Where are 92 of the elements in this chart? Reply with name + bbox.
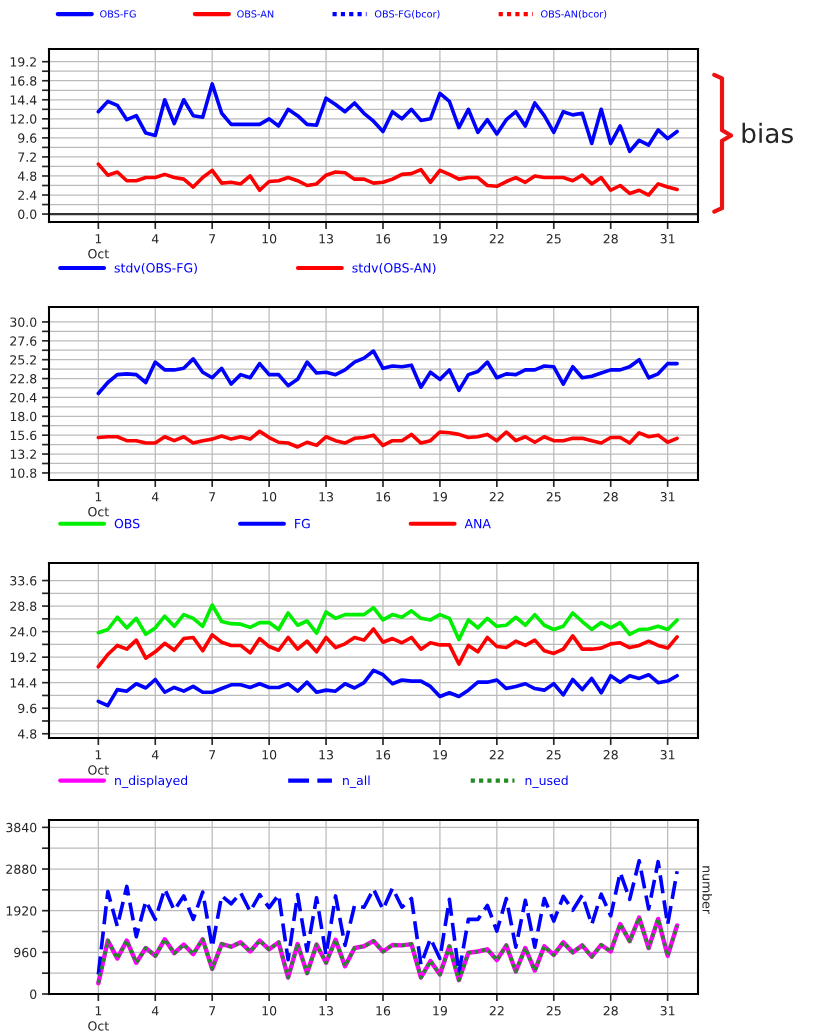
text: bias bbox=[742, 122, 793, 144]
x-axis-title: Oct bbox=[88, 765, 109, 775]
x-tick-label: 16 bbox=[376, 1006, 391, 1016]
x-axis-title: Oct bbox=[88, 1021, 109, 1031]
x-tick-label: 10 bbox=[262, 1006, 277, 1016]
x-axis-title: Oct bbox=[88, 507, 109, 517]
x-tick-label: 4 bbox=[151, 492, 159, 502]
x-tick-label: 1 bbox=[95, 492, 102, 502]
x-tick-label: 1 bbox=[95, 750, 102, 760]
legend-label: OBS bbox=[114, 518, 140, 529]
legend-label: OBS-AN bbox=[237, 10, 274, 18]
y-tick-label: 14.4 bbox=[10, 95, 37, 105]
x-tick-label: 7 bbox=[209, 1006, 216, 1016]
x-tick-label: 31 bbox=[660, 492, 675, 502]
y-tick-label: 20.4 bbox=[10, 392, 37, 403]
x-tick-label: 28 bbox=[603, 750, 618, 760]
y-tick-label: 0 bbox=[30, 989, 37, 999]
x-tick-label: 19 bbox=[433, 492, 447, 502]
y-tick-label: 33.6 bbox=[10, 576, 37, 586]
y-tick-label: 12.0 bbox=[10, 114, 37, 124]
x-tick-label: 19 bbox=[433, 1006, 447, 1016]
y-tick-label: 2880 bbox=[6, 864, 37, 874]
x-axis-title: Oct bbox=[88, 249, 109, 259]
x-tick-label: 10 bbox=[262, 750, 277, 760]
x-tick-label: 28 bbox=[603, 492, 618, 502]
legend-label: OBS-FG bbox=[100, 10, 136, 18]
x-tick-label: 28 bbox=[603, 234, 618, 244]
y-tick-label: 28.8 bbox=[10, 601, 37, 612]
x-tick-label: 31 bbox=[660, 1006, 675, 1016]
y-tick-label: 0.0 bbox=[18, 209, 37, 219]
x-tick-label: 22 bbox=[489, 492, 504, 502]
x-tick-label: 1 bbox=[95, 1006, 102, 1016]
x-tick-label: 13 bbox=[319, 492, 334, 502]
x-tick-label: 4 bbox=[151, 750, 159, 760]
x-tick-label: 31 bbox=[660, 234, 675, 244]
y-tick-label: 14.4 bbox=[10, 678, 37, 688]
x-tick-label: 16 bbox=[376, 750, 391, 760]
legend-label: stdv(OBS-FG) bbox=[114, 262, 197, 275]
x-tick-label: 10 bbox=[262, 234, 277, 244]
x-tick-label: 16 bbox=[376, 234, 391, 244]
x-tick-label: 7 bbox=[209, 492, 216, 502]
y-tick-label: 7.2 bbox=[18, 152, 36, 162]
legend-label: ANA bbox=[464, 519, 491, 529]
legend-label: n_displayed bbox=[115, 775, 188, 788]
legend-label: stdv(OBS-AN) bbox=[352, 262, 436, 275]
y-tick-label: 10.8 bbox=[10, 468, 37, 478]
y-tick-label: 9.6 bbox=[18, 703, 37, 714]
y-tick-label: 19.2 bbox=[10, 652, 36, 663]
legend-label: OBS-FG(bcor) bbox=[374, 10, 440, 19]
y-tick-label: 18.0 bbox=[10, 411, 37, 422]
x-tick-label: 1 bbox=[95, 234, 102, 244]
x-tick-label: 4 bbox=[151, 1006, 159, 1016]
x-tick-label: 13 bbox=[319, 234, 334, 244]
y-tick-label: 4.8 bbox=[17, 171, 37, 181]
x-tick-label: 25 bbox=[546, 750, 561, 760]
x-tick-label: 16 bbox=[376, 492, 391, 502]
x-tick-label: 10 bbox=[262, 492, 277, 502]
legend-label: n_used bbox=[525, 775, 568, 788]
x-tick-label: 7 bbox=[209, 750, 216, 760]
y-tick-label: 22.8 bbox=[10, 374, 37, 384]
y-tick-label: 1920 bbox=[6, 906, 37, 916]
x-tick-label: 25 bbox=[546, 234, 561, 244]
x-tick-label: 22 bbox=[489, 1006, 504, 1016]
y-tick-label: 13.2 bbox=[10, 449, 36, 459]
y-tick-label: 4.8 bbox=[17, 729, 37, 739]
y-tick-label: 24.0 bbox=[10, 627, 37, 637]
y-tick-label: 960 bbox=[14, 947, 37, 958]
x-tick-label: 7 bbox=[209, 234, 216, 244]
x-tick-label: 25 bbox=[546, 492, 561, 502]
x-tick-label: 28 bbox=[603, 1006, 618, 1016]
y-tick-label: 9.6 bbox=[18, 133, 37, 143]
x-tick-label: 13 bbox=[319, 1006, 334, 1016]
y-tick-label: 25.2 bbox=[10, 355, 36, 365]
legend-label: n_all bbox=[343, 775, 370, 788]
x-tick-label: 19 bbox=[433, 234, 447, 244]
legend-label: FG bbox=[295, 518, 310, 529]
legend-label: OBS-AN(bcor) bbox=[541, 10, 607, 19]
x-tick-label: 31 bbox=[660, 750, 675, 760]
x-tick-label: 4 bbox=[151, 234, 159, 244]
y2-axis-title: number bbox=[702, 866, 713, 914]
y-tick-label: 16.8 bbox=[10, 76, 37, 86]
y-tick-label: 30.0 bbox=[10, 317, 37, 327]
y-tick-label: 3840 bbox=[6, 822, 37, 833]
x-tick-label: 25 bbox=[546, 1006, 561, 1016]
y-tick-label: 15.6 bbox=[10, 430, 37, 441]
x-tick-label: 22 bbox=[489, 234, 504, 244]
x-tick-label: 22 bbox=[489, 750, 504, 760]
x-tick-label: 13 bbox=[319, 750, 334, 760]
y-tick-label: 19.2 bbox=[10, 57, 36, 67]
y-tick-label: 2.4 bbox=[18, 190, 37, 200]
x-tick-label: 19 bbox=[433, 750, 447, 760]
y-tick-label: 27.6 bbox=[10, 336, 37, 346]
